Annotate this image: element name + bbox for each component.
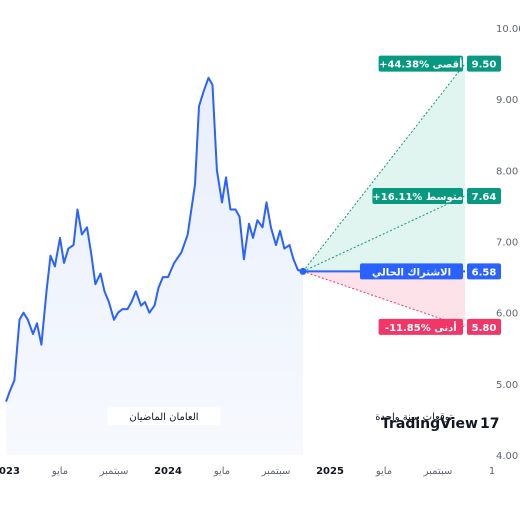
y-tick-label: 6.00 <box>496 309 518 320</box>
min-badge-text-bg <box>378 318 463 335</box>
forecast-section-label-bg <box>357 407 471 425</box>
x-tick-label: سبتمبر <box>423 466 453 477</box>
x-tick-label: مايو <box>375 466 392 477</box>
avg-badge-text: +16.11% متوسط <box>372 192 463 203</box>
forecast-badges: +44.38% أقصى 9.50 +16.11% متوسط 7.64 الاشترا… <box>360 55 501 335</box>
tradingview-logo: TradingView 17 <box>381 416 499 432</box>
current-badge-value: 6.58 <box>472 267 497 278</box>
avg-badge-text-bg <box>372 187 463 204</box>
y-tick-label: 9.00 <box>496 95 518 106</box>
y-axis: 10.00 9.00 8.00 7.00 6.00 5.00 4.00 <box>496 24 520 462</box>
max-badge-value: 9.50 <box>472 60 497 71</box>
price-area-fill <box>6 77 303 456</box>
current-badge-text: الاشتراك الحالي <box>372 267 451 278</box>
x-tick-label: 2024 <box>154 466 182 477</box>
min-badge-value: 5.80 <box>472 323 497 334</box>
y-tick-label: 8.00 <box>496 166 518 177</box>
x-tick-label: مايو <box>51 466 68 477</box>
max-badge-text-bg <box>378 55 463 72</box>
y-tick-label: 10.00 <box>496 24 520 35</box>
current-badge-value-bg <box>467 263 501 280</box>
past-section-label-bg <box>107 407 221 425</box>
x-tick-label: 2025 <box>316 466 344 477</box>
forecast-avg-line <box>302 195 466 272</box>
forecast-min-line <box>302 270 466 328</box>
x-axis: 2023 مايو سبتمبر 2024 مايو سبتمبر 2025 مايو سبتم… <box>0 466 495 477</box>
x-tick-label: مايو <box>213 466 230 477</box>
forecast-section-label: توقعات سنة واحدة <box>375 412 453 423</box>
avg-badge-value-bg <box>467 187 501 204</box>
max-badge-text: +44.38% أقصى <box>379 58 462 71</box>
price-area <box>6 77 303 456</box>
min-badge-text: -11.85% أدنى <box>385 321 457 334</box>
upside-zone <box>303 63 465 272</box>
y-tick-label: 4.00 <box>496 451 518 462</box>
x-tick-label: سبتمبر <box>99 466 129 477</box>
min-badge-value-bg <box>467 318 501 335</box>
x-tick-label: 1 <box>489 466 495 477</box>
section-labels: العامان الماضيان توقعات سنة واحدة <box>107 407 471 425</box>
y-tick-label: 5.00 <box>496 380 518 391</box>
y-tick-label: 7.00 <box>496 238 518 249</box>
price-line <box>5 76 304 402</box>
x-tick-label: 2023 <box>0 466 20 477</box>
price-series-line <box>5 76 304 402</box>
current-badge-text-bg <box>360 263 463 280</box>
x-tick-label: سبتمبر <box>261 466 291 477</box>
past-section-label: العامان الماضيان <box>129 412 198 423</box>
max-badge-value-bg <box>467 55 501 72</box>
current-price-dot <box>299 267 307 275</box>
avg-badge-value: 7.64 <box>472 192 497 203</box>
tradingview-mark-icon: 17 <box>480 416 499 432</box>
tradingview-wordmark: TradingView <box>381 416 478 432</box>
